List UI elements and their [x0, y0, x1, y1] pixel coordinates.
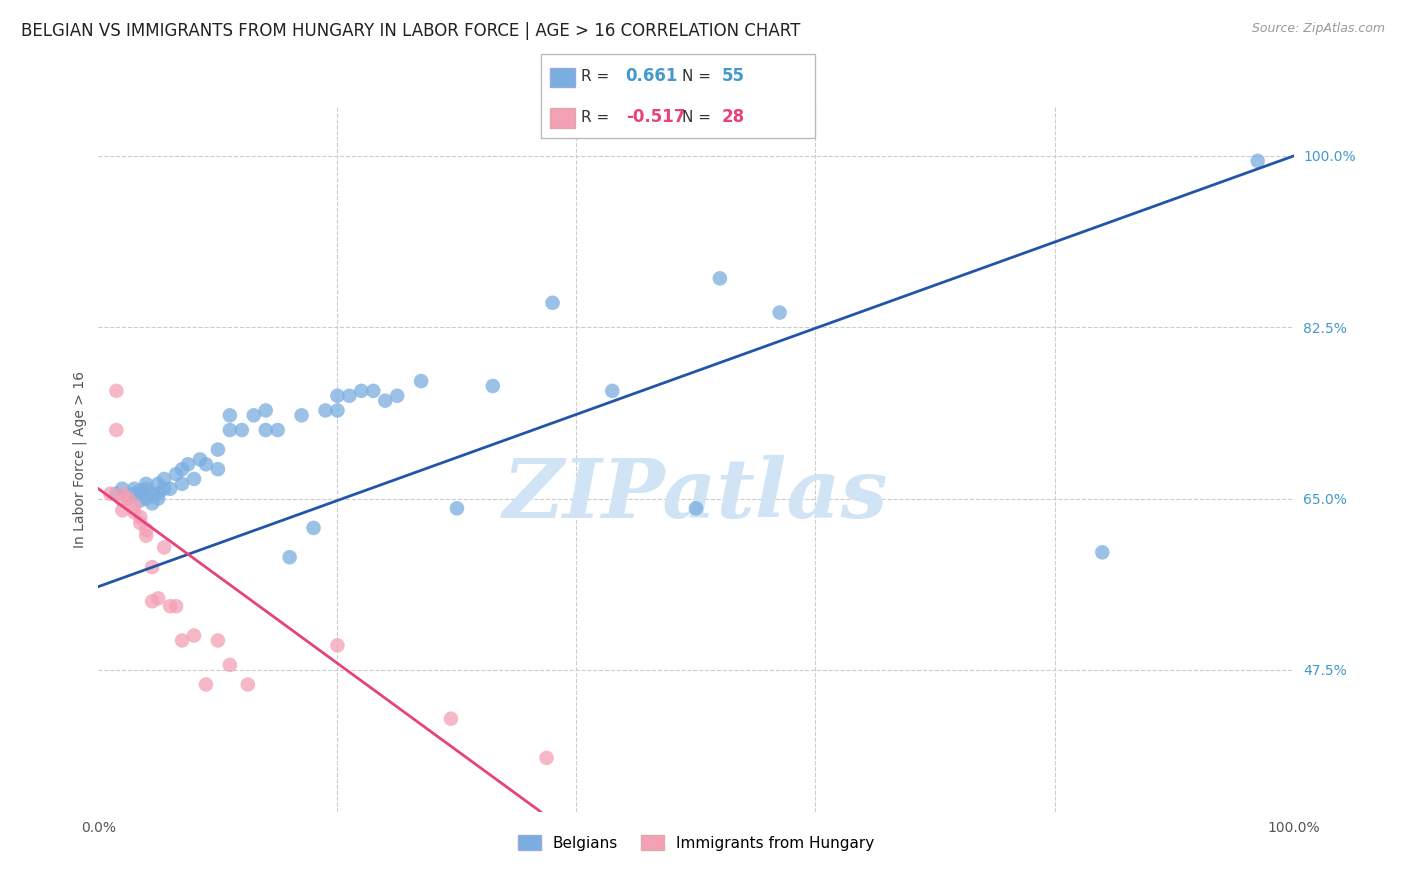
Text: -0.517: -0.517	[626, 108, 685, 126]
Point	[172, 462, 194, 476]
Point	[183, 628, 205, 642]
Text: ZIPatlas: ZIPatlas	[503, 455, 889, 534]
Point	[135, 476, 157, 491]
Point	[105, 384, 128, 398]
Point	[111, 482, 134, 496]
Point	[291, 409, 314, 423]
Point	[124, 505, 146, 519]
Point	[153, 482, 176, 496]
Point	[183, 472, 205, 486]
Text: Source: ZipAtlas.com: Source: ZipAtlas.com	[1251, 22, 1385, 36]
Point	[105, 423, 128, 437]
Point	[172, 633, 194, 648]
Point	[243, 409, 266, 423]
Point	[326, 403, 349, 417]
Point	[278, 550, 301, 565]
Point	[129, 510, 152, 524]
Point	[141, 486, 163, 500]
Point	[207, 462, 229, 476]
Point	[219, 409, 242, 423]
Point	[446, 501, 468, 516]
Point	[188, 452, 211, 467]
Point	[481, 379, 505, 393]
Point	[135, 491, 157, 506]
Point	[195, 677, 218, 691]
Point	[541, 295, 564, 310]
Point	[153, 541, 176, 555]
Point	[98, 486, 122, 500]
Point	[1247, 153, 1270, 168]
Text: N =: N =	[682, 111, 716, 125]
Point	[195, 457, 218, 471]
Point	[141, 594, 163, 608]
Point	[135, 529, 157, 543]
Point	[111, 486, 134, 500]
Point	[326, 389, 349, 403]
Text: 55: 55	[721, 67, 744, 85]
Point	[117, 491, 139, 506]
Point	[111, 493, 134, 508]
Point	[315, 403, 337, 417]
Point	[326, 638, 349, 652]
Point	[385, 389, 409, 403]
Point	[141, 496, 163, 510]
Legend: Belgians, Immigrants from Hungary: Belgians, Immigrants from Hungary	[512, 829, 880, 857]
Point	[440, 712, 463, 726]
Point	[141, 560, 163, 574]
Point	[302, 521, 325, 535]
Point	[148, 591, 170, 606]
Point	[124, 486, 146, 500]
Text: 28: 28	[721, 108, 744, 126]
Point	[411, 374, 433, 388]
Point	[536, 751, 558, 765]
Point	[165, 599, 187, 614]
Point	[1091, 545, 1114, 559]
Point	[219, 657, 242, 672]
Point	[709, 271, 731, 285]
Point	[172, 476, 194, 491]
Text: N =: N =	[682, 70, 716, 84]
Point	[374, 393, 396, 408]
Point	[165, 467, 187, 481]
Point	[124, 499, 146, 513]
Point	[768, 305, 790, 319]
Point	[685, 501, 707, 516]
Point	[129, 483, 152, 498]
Point	[135, 523, 157, 537]
Point	[207, 442, 229, 457]
Point	[117, 491, 139, 506]
Y-axis label: In Labor Force | Age > 16: In Labor Force | Age > 16	[73, 371, 87, 548]
Point	[148, 476, 170, 491]
Text: R =: R =	[581, 111, 614, 125]
Point	[602, 384, 624, 398]
Point	[124, 482, 146, 496]
Point	[148, 491, 170, 506]
Point	[129, 516, 152, 530]
Point	[207, 633, 229, 648]
Point	[350, 384, 373, 398]
Point	[254, 423, 277, 437]
Point	[236, 677, 259, 691]
Point	[135, 482, 157, 496]
Point	[159, 599, 181, 614]
Point	[363, 384, 385, 398]
Text: 0.661: 0.661	[626, 67, 678, 85]
Point	[153, 472, 176, 486]
Text: BELGIAN VS IMMIGRANTS FROM HUNGARY IN LABOR FORCE | AGE > 16 CORRELATION CHART: BELGIAN VS IMMIGRANTS FROM HUNGARY IN LA…	[21, 22, 800, 40]
Point	[148, 486, 170, 500]
Point	[254, 403, 277, 417]
Point	[219, 423, 242, 437]
Point	[177, 457, 200, 471]
Point	[231, 423, 253, 437]
Text: R =: R =	[581, 70, 614, 84]
Point	[111, 503, 134, 517]
Point	[267, 423, 290, 437]
Point	[105, 486, 128, 500]
Point	[339, 389, 361, 403]
Point	[159, 482, 181, 496]
Point	[129, 493, 152, 508]
